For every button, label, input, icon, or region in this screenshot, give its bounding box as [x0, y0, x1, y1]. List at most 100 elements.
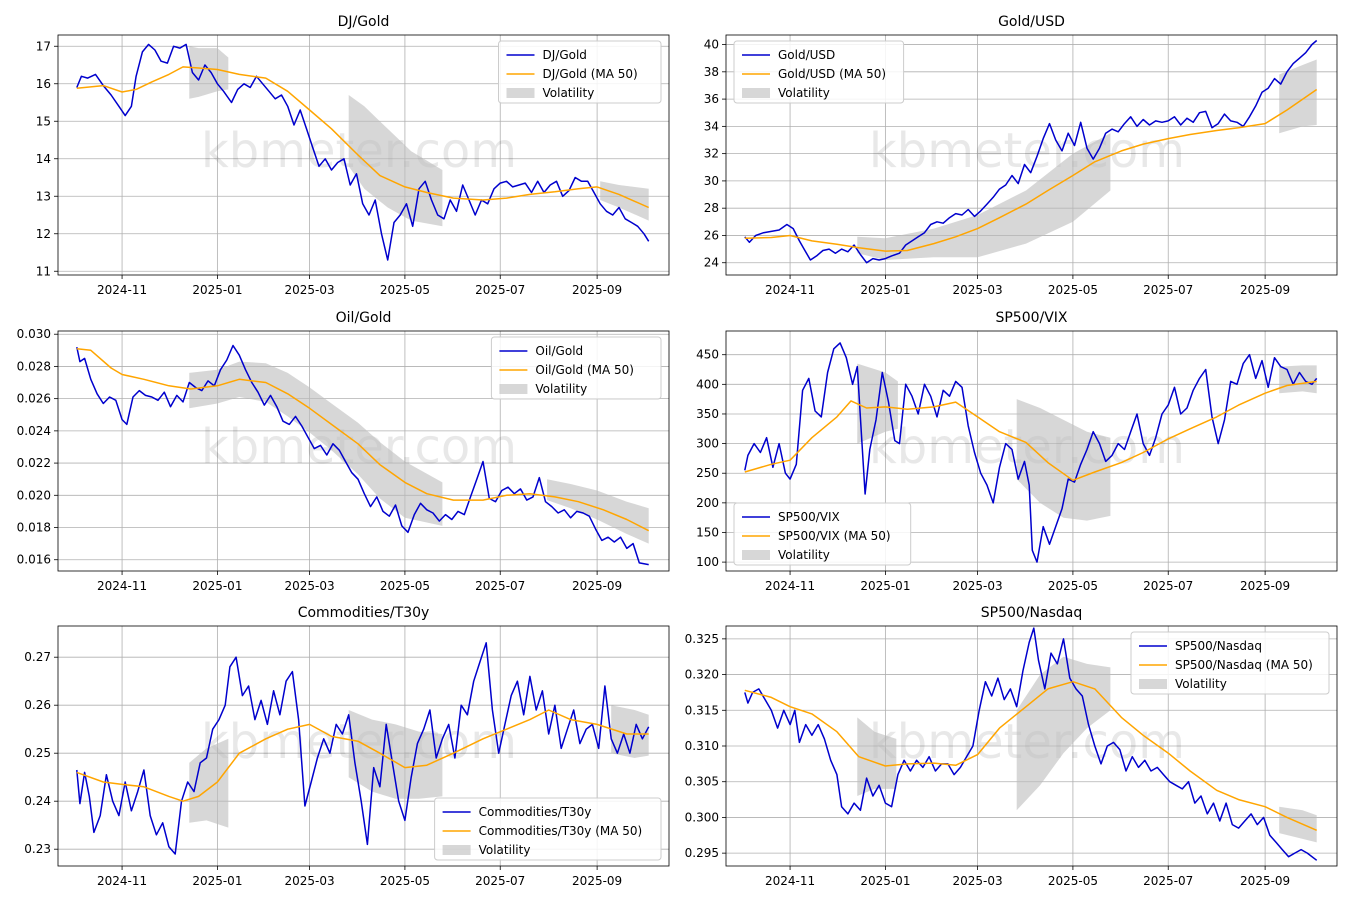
chart-title: SP500/Nasdaq — [981, 605, 1082, 621]
plot-frame — [57, 330, 670, 572]
y-tick-label: 0.26 — [24, 698, 51, 712]
y-tick-label: 0.024 — [17, 424, 51, 438]
legend: Gold/USD Gold/USD (MA 50) Volatility — [733, 40, 905, 104]
y-tick-label: 0.028 — [17, 359, 51, 373]
y-tick-label: 36 — [704, 92, 719, 106]
y-tick-label: 32 — [704, 147, 719, 161]
y-tick-label: 0.016 — [17, 553, 51, 567]
x-tick-label: 2025-03 — [953, 283, 1003, 297]
volatility-band — [857, 133, 1111, 260]
moving-average-line — [744, 88, 1318, 252]
moving-average-line — [76, 66, 650, 209]
y-tick-label: 12 — [36, 227, 51, 241]
x-tick-label: 2024-11 — [97, 283, 147, 297]
x-tick-label: 2025-09 — [1240, 874, 1290, 888]
x-tick-label: 2025-09 — [1240, 579, 1290, 593]
y-tick-label: 14 — [36, 152, 51, 166]
x-tick-label: 2025-07 — [1143, 874, 1193, 888]
legend-label: Oil/Gold (MA 50) — [535, 363, 634, 377]
x-tick-label: 2025-01 — [860, 579, 910, 593]
legend-label: Commodities/T30y (MA 50) — [479, 824, 643, 838]
x-tick-label: 2025-03 — [953, 874, 1003, 888]
legend: SP500/Nasdaq SP500/Nasdaq (MA 50) Volatili… — [1130, 631, 1330, 695]
y-tick-label: 38 — [704, 65, 719, 79]
y-tick-label: 0.24 — [24, 794, 51, 808]
y-tick-label: 400 — [696, 377, 719, 391]
x-tick-label: 2024-11 — [765, 579, 815, 593]
legend-swatch-volatility — [1139, 679, 1167, 689]
legend-label: SP500/Nasdaq (MA 50) — [1175, 658, 1313, 672]
y-tick-label: 200 — [696, 496, 719, 510]
chart-panel-5: Commodities/T30y 2024-11 2025-01 2025-03 202… — [24, 605, 670, 888]
x-tick-label: 2025-09 — [1240, 283, 1290, 297]
moving-average-line — [76, 709, 649, 802]
volatility-band — [1279, 365, 1317, 394]
legend-swatch-volatility — [499, 384, 528, 394]
legend-label: SP500/VIX — [778, 510, 840, 524]
volatility-band — [348, 710, 443, 799]
series-line — [744, 627, 1318, 861]
legend: Oil/Gold Oil/Gold (MA 50) Volatility — [490, 336, 662, 400]
legend: DJ/Gold DJ/Gold (MA 50) Volatility — [498, 40, 662, 104]
legend-label: Oil/Gold — [535, 344, 583, 358]
moving-average-line — [744, 380, 1317, 482]
y-tick-label: 0.300 — [685, 810, 719, 824]
chart-panel-3: Oil/Gold 2024-11 2025-01 2025-03 2025-05 2025… — [17, 310, 670, 593]
x-tick-label: 2025-05 — [380, 579, 430, 593]
series-line — [76, 43, 650, 261]
y-tick-label: 16 — [36, 77, 51, 91]
x-tick-label: 2024-11 — [765, 874, 815, 888]
volatility-band — [600, 181, 649, 221]
legend-label: Gold/USD — [778, 48, 835, 62]
legend-label: Volatility — [778, 86, 830, 100]
y-tick-label: 11 — [36, 264, 51, 278]
x-tick-label: 2025-07 — [475, 579, 525, 593]
y-tick-label: 0.305 — [685, 775, 719, 789]
legend-box — [498, 40, 662, 104]
plot-frame — [725, 330, 1338, 572]
x-tick-label: 2025-03 — [285, 579, 335, 593]
x-tick-label: 2025-09 — [572, 874, 622, 888]
y-tick-label: 0.325 — [685, 632, 719, 646]
legend-label: Volatility — [778, 548, 830, 562]
legend-label: Volatility — [535, 382, 587, 396]
legend-box — [1130, 631, 1330, 695]
legend-swatch-volatility — [742, 550, 770, 560]
moving-average-line — [76, 347, 650, 532]
legend-box — [733, 40, 905, 104]
legend: Commodities/T30y Commodities/T30y (MA 50)… — [434, 797, 662, 861]
y-tick-label: 40 — [704, 38, 719, 52]
y-tick-label: 17 — [36, 39, 51, 53]
legend-label: SP500/Nasdaq — [1175, 639, 1262, 653]
x-tick-label: 2025-03 — [285, 874, 335, 888]
x-tick-label: 2025-03 — [953, 579, 1003, 593]
legend-label: Volatility — [479, 843, 531, 857]
y-tick-label: 0.018 — [17, 521, 51, 535]
chart-title: Gold/USD — [998, 14, 1065, 30]
legend-swatch-volatility — [506, 88, 535, 98]
y-tick-label: 100 — [696, 555, 719, 569]
moving-average-line — [744, 680, 1317, 831]
y-tick-label: 300 — [696, 437, 719, 451]
x-tick-label: 2024-11 — [765, 283, 815, 297]
y-tick-label: 24 — [704, 256, 719, 270]
x-tick-label: 2025-07 — [1143, 283, 1193, 297]
x-tick-label: 2025-01 — [860, 874, 910, 888]
y-tick-label: 0.295 — [685, 846, 719, 860]
watermark: kbmeter.com — [869, 123, 1185, 179]
y-tick-label: 0.310 — [685, 739, 719, 753]
y-tick-label: 150 — [696, 525, 719, 539]
legend-box — [434, 797, 662, 861]
chart-title: DJ/Gold — [338, 14, 390, 30]
legend-label: DJ/Gold (MA 50) — [543, 67, 638, 81]
volatility-band — [1016, 399, 1111, 521]
x-tick-label: 2025-03 — [285, 283, 335, 297]
x-tick-label: 2025-09 — [572, 579, 622, 593]
y-tick-label: 350 — [696, 407, 719, 421]
legend-swatch-volatility — [442, 845, 471, 855]
y-tick-label: 0.315 — [685, 703, 719, 717]
legend-label: Gold/USD (MA 50) — [778, 67, 886, 81]
legend-label: Volatility — [543, 86, 595, 100]
x-tick-label: 2025-05 — [1048, 874, 1098, 888]
